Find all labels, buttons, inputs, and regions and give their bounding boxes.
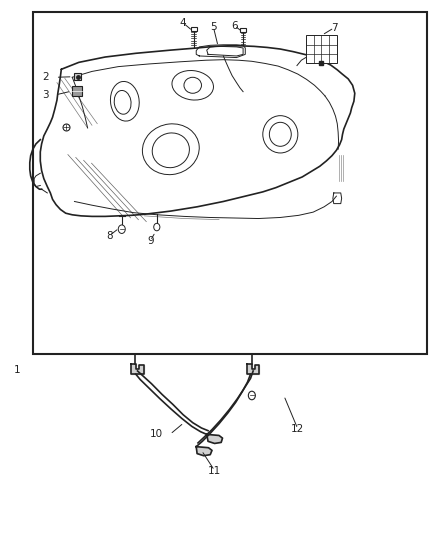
Text: 10: 10 (150, 430, 163, 439)
Text: 1: 1 (13, 366, 20, 375)
Text: 3: 3 (42, 90, 49, 100)
Text: 4: 4 (180, 18, 187, 28)
Text: 8: 8 (106, 231, 113, 240)
Bar (191, 27, 197, 31)
Polygon shape (131, 364, 144, 374)
Text: 9: 9 (147, 236, 154, 246)
FancyBboxPatch shape (72, 86, 82, 96)
Circle shape (118, 225, 125, 233)
Polygon shape (247, 364, 259, 374)
Text: 5: 5 (210, 22, 217, 31)
Polygon shape (196, 447, 212, 456)
Text: 6: 6 (231, 21, 238, 30)
Polygon shape (207, 434, 223, 443)
Circle shape (248, 391, 255, 400)
Circle shape (154, 223, 160, 231)
Text: 2: 2 (42, 72, 49, 82)
Text: 7: 7 (331, 23, 338, 33)
Text: 11: 11 (208, 466, 221, 475)
Bar (240, 28, 246, 32)
Text: 12: 12 (291, 424, 304, 434)
Bar (306, 35, 337, 63)
FancyBboxPatch shape (74, 73, 81, 80)
Bar (33, 12, 427, 354)
